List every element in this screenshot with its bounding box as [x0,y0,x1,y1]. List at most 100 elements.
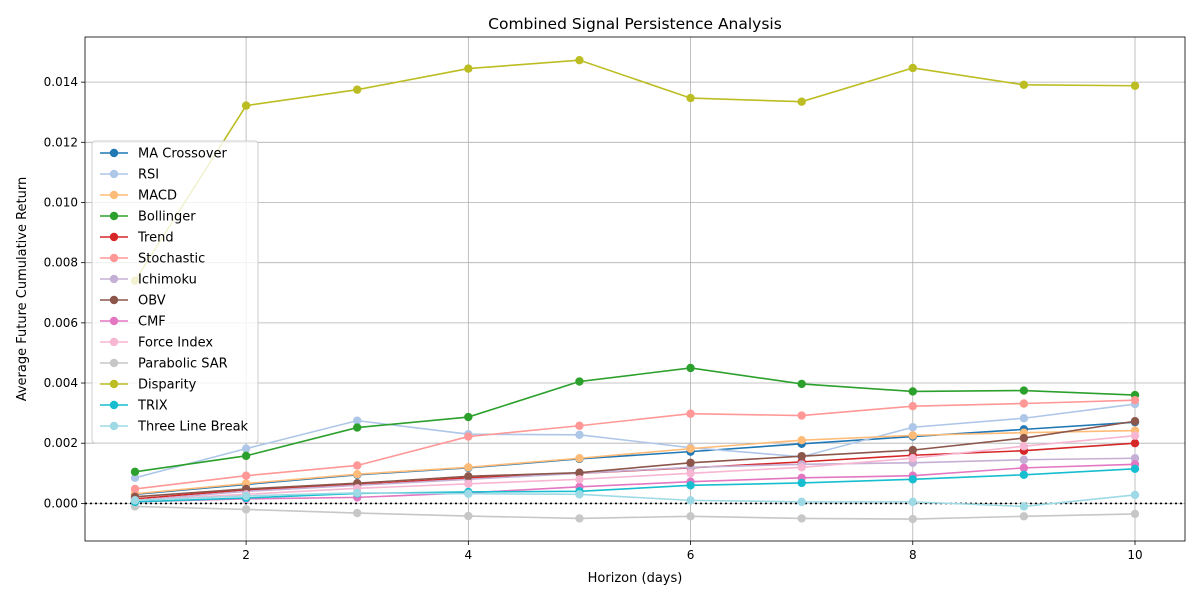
data-point [1130,81,1140,90]
data-point [797,463,806,472]
data-point [1019,512,1029,521]
data-point [464,463,473,472]
data-point [1019,399,1029,408]
data-point [1019,386,1029,395]
data-point [130,473,140,483]
data-point [908,514,917,524]
legend-label: MACD [138,189,177,204]
data-point [353,508,362,518]
y-tick-label: 0.014 [44,75,78,89]
series-line [134,505,1136,520]
data-point [464,432,473,441]
data-point [686,363,695,373]
data-point [1130,454,1140,463]
legend-swatch-marker [109,421,119,431]
data-point [241,491,251,501]
legend-swatch-marker [109,358,119,368]
series-line [134,457,1136,502]
data-point [575,475,584,484]
data-point [686,496,695,505]
series-layer [130,55,1140,524]
x-axis-title: Horizon (days) [588,571,683,586]
data-point [575,430,584,439]
series-three-line-break [130,488,1140,511]
series-stochastic [130,395,1140,494]
legend-swatch-marker [109,232,119,242]
data-point [464,472,473,481]
data-point [130,467,140,476]
legend-item: Parabolic SAR [100,357,228,372]
x-tick-label: 4 [465,548,473,562]
data-point [908,423,917,432]
series-line [134,367,1136,473]
data-point [241,505,251,514]
data-point [1019,455,1029,464]
legend-item: Trend [100,231,174,246]
data-point [575,514,584,523]
legend-label: Force Index [138,336,213,351]
data-point [908,401,917,411]
legend-item: Force Index [100,336,213,351]
data-point [353,488,362,498]
data-point [686,481,695,490]
data-point [908,431,917,440]
data-point [130,484,140,494]
series-obv [130,417,1140,501]
series-line [134,492,1136,508]
x-tick-label: 2 [242,548,250,562]
data-point [353,461,362,470]
legend-swatch-marker [109,379,119,389]
data-point [797,497,806,507]
data-point [908,445,917,455]
data-point [575,454,584,463]
data-point [241,444,251,453]
data-point [686,93,695,103]
data-point [575,468,584,477]
legend-label: TRIX [137,399,168,414]
data-point [464,479,473,489]
tick-layer: 2 4 6 8 10 0.000 0.002 0.004 0.006 0.008 0.010 0.01… [44,75,1143,562]
legend-swatch-marker [109,295,119,305]
data-point [686,444,695,453]
x-tick-label: 10 [1127,548,1142,562]
data-point [575,55,584,65]
data-point [241,471,251,480]
plot-frame [84,36,1186,542]
series-parabolic-sar [130,502,1140,524]
y-tick-label: 0.012 [44,135,78,149]
data-point [797,97,806,106]
x-tick-label: 8 [909,548,917,562]
legend-label: CMF [138,315,166,330]
data-point [353,85,362,94]
data-point [241,451,251,461]
x-tick-label: 6 [687,548,695,562]
data-point [1019,442,1029,451]
legend-label: Parabolic SAR [138,357,228,372]
legend-swatch-marker [109,337,119,347]
series-line [134,434,1136,502]
data-point [1130,395,1140,405]
legend-item: OBV [100,294,166,309]
series-line [134,403,1136,479]
y-tick-label: 0.002 [44,436,78,450]
legend-swatch-marker [109,274,119,284]
y-axis-title: Average Future Cumulative Return [15,177,30,402]
data-point [353,416,362,425]
y-tick-label: 0.004 [44,376,78,390]
legend-item: RSI [100,168,159,183]
data-point [908,387,917,396]
legend-label: OBV [138,294,166,309]
data-point [353,423,362,432]
data-point [1130,509,1140,519]
data-point [1130,490,1140,500]
legend-item: CMF [100,315,166,330]
data-point [686,512,695,521]
legend-swatch-marker [109,253,119,263]
legend-label: Trend [137,231,174,246]
data-point [797,451,806,461]
series-line [134,463,1136,503]
legend-label: Ichimoku [138,273,197,288]
legend-swatch-marker [109,169,119,179]
